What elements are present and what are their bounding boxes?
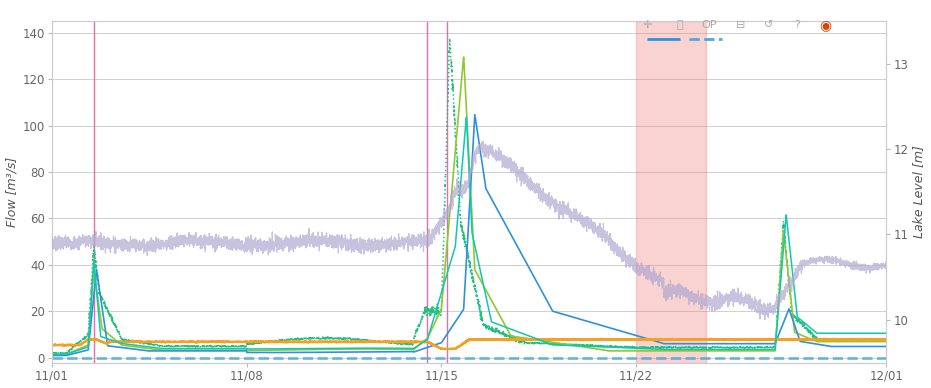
Text: ⊟: ⊟ — [736, 20, 746, 30]
Bar — [636, 21, 706, 362]
Text: ?: ? — [794, 20, 800, 30]
Text: ↺: ↺ — [764, 20, 774, 30]
Text: ✛: ✛ — [642, 20, 652, 30]
Text: ⌕: ⌕ — [676, 20, 683, 30]
Text: ◉: ◉ — [818, 18, 831, 32]
Y-axis label: Lake Level [m]: Lake Level [m] — [912, 146, 925, 238]
Y-axis label: Flow [m³/s]: Flow [m³/s] — [6, 157, 19, 227]
Text: OP: OP — [702, 20, 717, 30]
